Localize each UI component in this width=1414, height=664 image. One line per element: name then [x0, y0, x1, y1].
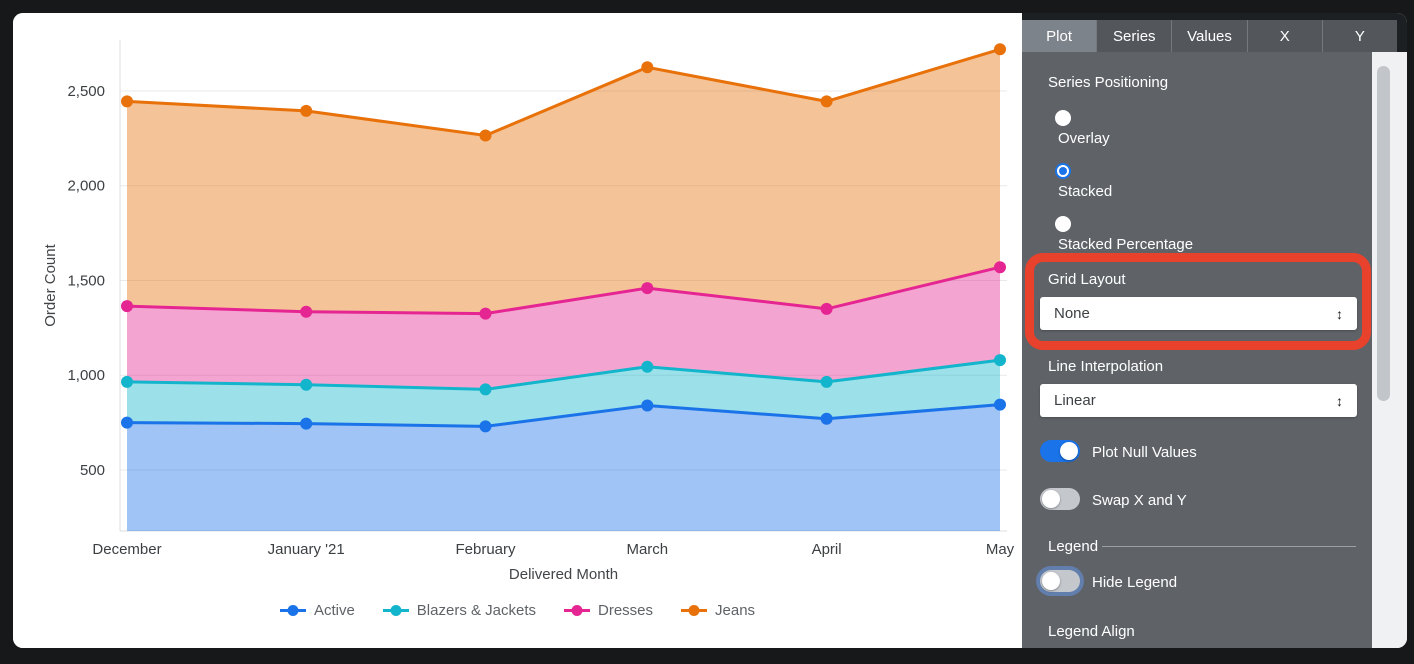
legend-marker-icon — [382, 604, 409, 617]
legend-item-dresses[interactable]: Dresses — [564, 602, 653, 619]
svg-text:May: May — [986, 541, 1015, 558]
grid-layout-select[interactable]: None ↕ — [1040, 297, 1357, 330]
legend-marker-icon — [279, 604, 306, 617]
settings-tabbar: Plot Series Values X Y — [1022, 20, 1398, 52]
chart-panel: 500 1,000 1,500 2,000 2,500 December January '… — [13, 13, 1022, 648]
plot-settings-panel: Series Positioning Overlay Stacked Stack… — [1022, 52, 1372, 648]
radio-stacked-percentage-label[interactable]: Stacked Percentage — [1058, 236, 1194, 253]
legend-item-blazers-jackets[interactable]: Blazers & Jackets — [382, 602, 537, 619]
hide-legend-toggle[interactable] — [1040, 570, 1080, 592]
legend-label: Dresses — [598, 602, 654, 619]
legend-label: Blazers & Jackets — [416, 602, 537, 619]
svg-text:December: December — [92, 541, 161, 558]
svg-text:2,000: 2,000 — [67, 178, 105, 195]
line-interpolation-select[interactable]: Linear ↕ — [1040, 384, 1357, 417]
grid-layout-value: None — [1054, 305, 1090, 322]
tab-x[interactable]: X — [1246, 20, 1322, 52]
radio-stacked-percentage[interactable] — [1055, 216, 1071, 232]
legend-label: Jeans — [715, 602, 756, 619]
tab-plot[interactable]: Plot — [1022, 20, 1097, 52]
panel-scrollbar — [1372, 52, 1407, 648]
hide-legend-label: Hide Legend — [1092, 574, 1178, 591]
legend-section-divider — [1102, 546, 1356, 547]
chart-legend: Active Blazers & Jackets Dresses Jeans — [13, 602, 1022, 619]
updown-arrow-icon: ↕ — [1336, 305, 1343, 322]
scrollbar-thumb[interactable] — [1377, 66, 1390, 401]
svg-text:January '21: January '21 — [268, 541, 345, 558]
svg-text:Order Count: Order Count — [42, 243, 59, 326]
legend-marker-icon — [681, 604, 708, 617]
svg-text:1,000: 1,000 — [67, 367, 105, 384]
legend-marker-icon — [564, 604, 591, 617]
radio-overlay[interactable] — [1055, 110, 1071, 126]
legend-label: Active — [313, 602, 355, 619]
svg-text:2,500: 2,500 — [67, 83, 105, 100]
tab-values[interactable]: Values — [1171, 20, 1247, 52]
legend-align-label: Legend Align — [1048, 623, 1135, 640]
svg-text:March: March — [626, 541, 668, 558]
svg-text:April: April — [812, 541, 842, 558]
plot-null-values-toggle[interactable] — [1040, 440, 1080, 462]
stacked-area-chart: 500 1,000 1,500 2,000 2,500 December January '… — [13, 13, 1022, 648]
legend-item-jeans[interactable]: Jeans — [681, 602, 755, 619]
tab-series[interactable]: Series — [1096, 20, 1172, 52]
grid-layout-label: Grid Layout — [1048, 271, 1126, 288]
series-positioning-label: Series Positioning — [1048, 74, 1169, 91]
tab-y[interactable]: Y — [1321, 20, 1398, 52]
line-interpolation-value: Linear — [1054, 392, 1096, 409]
radio-overlay-label[interactable]: Overlay — [1058, 130, 1110, 147]
svg-text:Delivered Month: Delivered Month — [509, 566, 618, 583]
swap-x-y-label: Swap X and Y — [1092, 492, 1187, 509]
legend-item-active[interactable]: Active — [279, 602, 355, 619]
svg-text:1,500: 1,500 — [67, 273, 105, 290]
radio-stacked-label[interactable]: Stacked — [1058, 183, 1113, 200]
line-interpolation-label: Line Interpolation — [1048, 358, 1164, 375]
plot-null-values-label: Plot Null Values — [1092, 444, 1197, 461]
app-window: 500 1,000 1,500 2,000 2,500 December January '… — [13, 13, 1407, 648]
svg-text:February: February — [455, 541, 516, 558]
legend-section-label: Legend — [1048, 538, 1099, 555]
radio-stacked[interactable] — [1055, 163, 1071, 179]
swap-x-y-toggle[interactable] — [1040, 488, 1080, 510]
svg-text:500: 500 — [80, 462, 105, 479]
updown-arrow-icon: ↕ — [1336, 392, 1343, 409]
